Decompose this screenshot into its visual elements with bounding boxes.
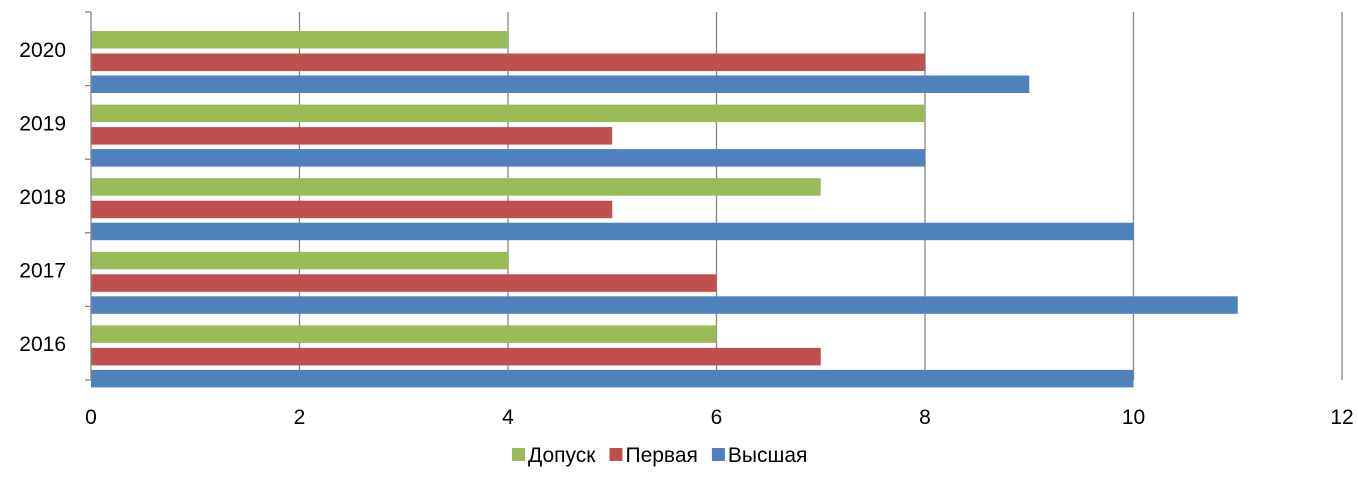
x-tick-label-2: 2 <box>294 406 306 429</box>
gridlines <box>298 12 1343 380</box>
y-tick-label-2019: 2019 <box>19 112 66 135</box>
legend-label-Высшая: Высшая <box>728 444 808 467</box>
y-tick-label-2020: 2020 <box>19 39 66 62</box>
bar-2018-Допуск <box>91 178 821 196</box>
x-tick-label-6: 6 <box>711 406 723 429</box>
y-tick-label-2018: 2018 <box>19 186 66 209</box>
bar-2018-Высшая <box>91 222 1134 241</box>
bar-2017-Первая <box>91 274 717 292</box>
y-tick-label-2016: 2016 <box>19 333 66 356</box>
bar-2017-Высшая <box>91 296 1238 314</box>
legend-label-Допуск: Допуск <box>528 444 596 467</box>
x-tick-label-8: 8 <box>919 406 931 429</box>
bar-2018-Первая <box>91 200 613 219</box>
bar-2020-Первая <box>91 53 925 71</box>
bar-2020-Высшая <box>91 75 1030 93</box>
x-tick-label-12: 12 <box>1330 406 1353 429</box>
bar-2019-Высшая <box>91 149 925 167</box>
bar-2016-Допуск <box>91 325 717 343</box>
bar-2017-Допуск <box>91 251 508 270</box>
legend-swatch-Первая <box>609 448 623 461</box>
legend-swatch-Высшая <box>711 448 725 461</box>
axes: 2016 2017 2018 2019 2020 0 2 4 6 8 10 12 <box>19 11 1354 429</box>
legend-swatch-Допуск <box>512 448 525 461</box>
bars <box>91 31 1238 388</box>
bar-2016-Высшая <box>91 369 1134 388</box>
bar-2019-Допуск <box>91 104 925 123</box>
bar-2019-Первая <box>91 127 613 145</box>
bar-2016-Первая <box>91 347 821 366</box>
legend-label-Первая: Первая <box>625 444 697 467</box>
y-tick-label-2017: 2017 <box>19 260 66 283</box>
legend: Допуск Первая Высшая <box>512 444 807 467</box>
bar-2020-Допуск <box>91 31 508 49</box>
x-tick-label-10: 10 <box>1122 406 1145 429</box>
x-tick-label-0: 0 <box>85 406 97 429</box>
x-tick-label-4: 4 <box>502 406 514 429</box>
